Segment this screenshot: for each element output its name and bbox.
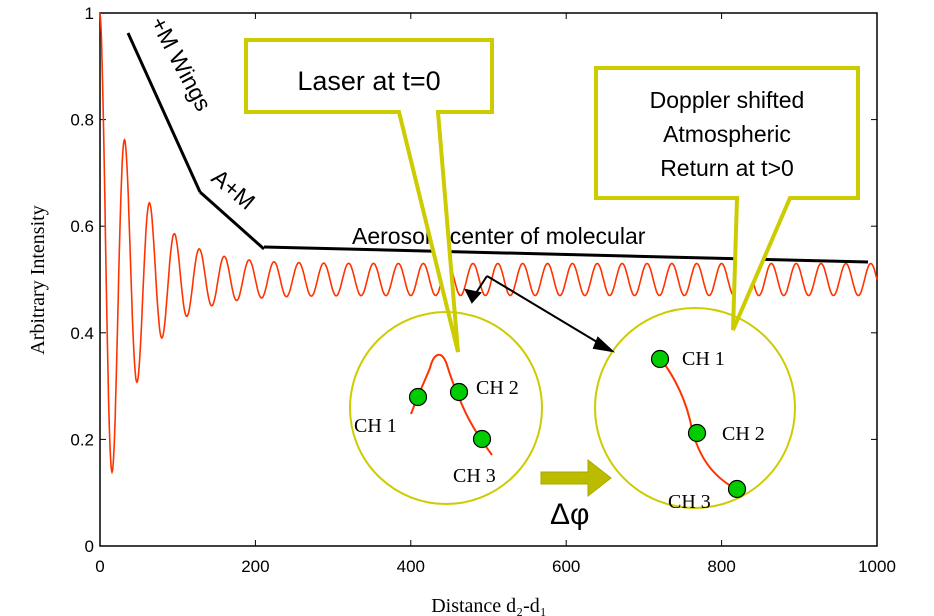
y-axis-label: Arbitrary Intensity — [27, 205, 49, 354]
ch1-marker-left — [408, 387, 428, 407]
doppler-callout-line-1: Doppler shifted — [650, 87, 805, 113]
laser-callout: Laser at t=0 — [244, 38, 494, 353]
ch2-marker-left — [449, 382, 469, 402]
inset-circle-right — [594, 307, 796, 509]
x-tick-label: 1000 — [858, 557, 896, 576]
inset-curve-left — [410, 353, 493, 456]
y-tick-label: 0.4 — [70, 324, 94, 343]
channel-markers — [408, 349, 747, 499]
ch1-marker-right — [650, 349, 670, 369]
x-tick-label: 200 — [241, 557, 269, 576]
ch3-marker-right — [727, 479, 747, 499]
shift-arrow-line — [486, 275, 608, 349]
x-tick-label: 0 — [95, 557, 104, 576]
inset-circle-left — [349, 311, 543, 505]
ch3-marker-left — [472, 429, 492, 449]
am-line — [199, 190, 265, 251]
ch3-label-right: CH 3 — [668, 491, 711, 513]
shift-arrows — [464, 275, 616, 353]
ch1-label-right: CH 1 — [682, 348, 725, 370]
shift-arrow-head — [592, 336, 616, 353]
y-tick-label: 0 — [85, 537, 94, 556]
ch2-label-right: CH 2 — [722, 423, 765, 445]
y-tick-label: 0.8 — [70, 111, 94, 130]
y-tick-label: 0.6 — [70, 217, 94, 236]
wings-label: +M Wings — [146, 12, 217, 115]
y-tick-label: 1 — [85, 4, 94, 23]
y-tick-label: 0.2 — [70, 430, 94, 449]
doppler-callout-bubble — [594, 66, 860, 331]
inset-curve-right — [659, 357, 739, 491]
delta-phi-label: Δφ — [550, 498, 590, 531]
laser-callout-bubble — [244, 38, 494, 353]
x-tick-label: 800 — [707, 557, 735, 576]
doppler-callout: Doppler shifted Atmospheric Return at t>… — [594, 66, 860, 331]
x-tick-label: 400 — [397, 557, 425, 576]
phase-shift-arrow — [540, 458, 612, 498]
wings-line — [126, 32, 202, 193]
doppler-callout-line-2: Atmospheric — [663, 121, 791, 147]
down-arrow-head — [464, 288, 482, 304]
ch1-label-left: CH 1 — [354, 415, 397, 437]
aerosol-line — [263, 245, 869, 264]
ch2-marker-right — [687, 423, 707, 443]
ch2-label-left: CH 2 — [476, 377, 519, 399]
envelope-lines — [126, 32, 869, 264]
laser-callout-text: Laser at t=0 — [297, 66, 440, 96]
ch3-label-left: CH 3 — [453, 465, 496, 487]
axis-ticks: 0 200 400 600 800 1000 0 0.2 0.4 0.6 0.8 1 — [70, 4, 896, 576]
aerosol-label: Aerosol +center of molecular — [352, 223, 646, 249]
x-axis-label: Distance d₂-d₁ — [431, 595, 547, 616]
x-tick-label: 600 — [552, 557, 580, 576]
doppler-callout-line-3: Return at t>0 — [660, 155, 794, 181]
